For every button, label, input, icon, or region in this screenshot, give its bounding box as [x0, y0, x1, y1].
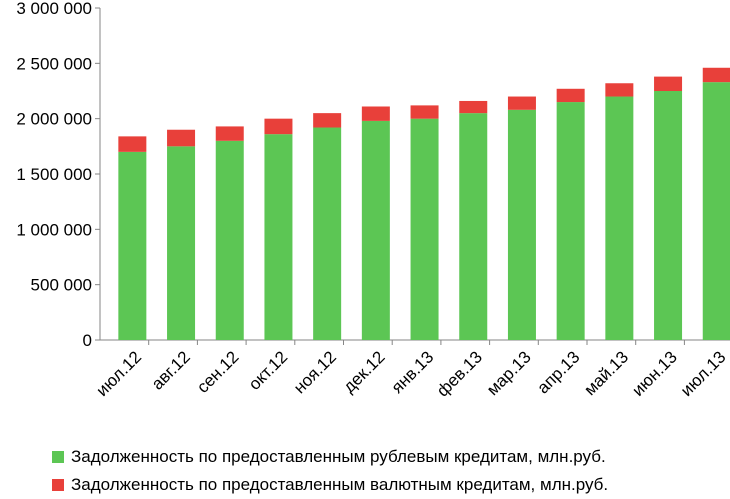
legend-label-rub: Задолженность по предоставленным рублевы…	[71, 447, 606, 466]
x-tick-label: июл.13	[677, 347, 730, 400]
y-tick-label: 0	[83, 331, 92, 350]
x-tick-label: ноя.12	[290, 347, 340, 397]
legend-item-fx: Задолженность по предоставленным валютны…	[52, 471, 608, 499]
x-tick-label: фев.13	[433, 347, 486, 400]
bar-fx	[361, 106, 390, 121]
bar-rub	[410, 118, 439, 341]
x-tick-label: янв.13	[388, 347, 438, 397]
x-tick-label: авг.12	[148, 347, 194, 393]
x-tick-label: дек.12	[340, 347, 389, 396]
bar-rub	[118, 151, 147, 340]
bar-fx	[215, 126, 244, 141]
bar-rub	[313, 127, 342, 341]
legend-label-fx: Задолженность по предоставленным валютны…	[71, 475, 609, 494]
bar-fx	[410, 105, 439, 119]
legend-swatch-rub	[52, 451, 64, 463]
bar-fx	[556, 88, 585, 103]
bar-rub	[654, 91, 683, 340]
bar-rub	[459, 113, 488, 340]
x-tick-label: сен.12	[193, 347, 242, 396]
stacked-bar-chart: 0 500 000 1 000 000 1 500 000 2 000 000 2 500…	[16, 0, 730, 401]
y-tick-label: 1 500 000	[16, 165, 92, 184]
bar-fx	[118, 136, 147, 152]
bar-fx	[605, 83, 634, 97]
bar-fx	[459, 100, 488, 114]
y-tick-label: 2 000 000	[16, 110, 92, 129]
x-tick-label: окт.12	[245, 347, 291, 393]
bar-rub	[556, 102, 585, 340]
legend-swatch-fx	[52, 479, 64, 491]
x-tick-label: июн.13	[628, 347, 681, 400]
bar-rub	[702, 82, 730, 340]
bar-rub	[215, 140, 244, 340]
bar-rub	[605, 96, 634, 341]
bar-rub	[507, 109, 536, 341]
x-tick-label: мар.13	[483, 347, 535, 399]
bar-rub	[167, 146, 196, 340]
bar-fx	[702, 67, 730, 83]
y-tick-label: 3 000 000	[16, 0, 92, 18]
bar-rub	[361, 120, 390, 340]
y-tick-label: 1 000 000	[16, 220, 92, 239]
bar-fx	[507, 96, 536, 110]
x-tick-label: май.13	[580, 347, 632, 399]
bar-fx	[654, 76, 683, 91]
bar-fx	[167, 129, 196, 147]
chart-legend: Задолженность по предоставленным рублевы…	[52, 443, 608, 499]
x-tick-label: июл.12	[93, 347, 146, 400]
bar-rub	[264, 134, 293, 340]
bar-fx	[313, 113, 342, 128]
y-tick-label: 500 000	[31, 276, 92, 295]
legend-item-rub: Задолженность по предоставленным рублевы…	[52, 443, 608, 471]
bar-fx	[264, 118, 293, 135]
x-tick-label: апр.13	[533, 347, 583, 397]
y-tick-label: 2 500 000	[16, 54, 92, 73]
